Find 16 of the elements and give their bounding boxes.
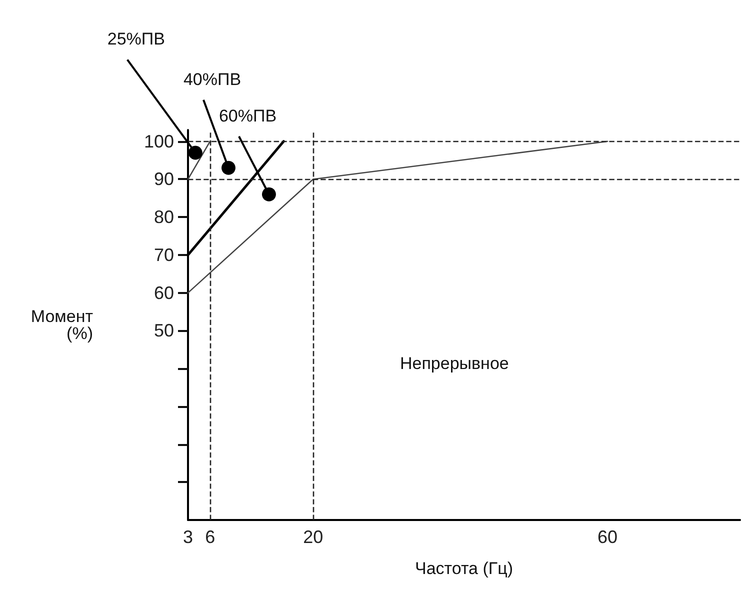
annotation: 60%ПВ (218, 106, 277, 126)
y-tick-label: 70 (154, 244, 174, 265)
annotation: 25%ПВ (107, 30, 165, 49)
y-tick-label: 100 (144, 131, 174, 152)
y-tick-label: 90 (154, 169, 174, 190)
annotation: 40%ПВ (183, 70, 242, 89)
x-axis-title: Частота (Гц) (415, 559, 513, 578)
y-tick-label: 50 (154, 320, 174, 341)
annotation: Непрерывное (400, 354, 509, 373)
y-tick-label: 80 (154, 207, 174, 228)
x-tick-label: 3 (182, 527, 194, 547)
x-tick-label: 60 (598, 527, 618, 547)
x-tick-label: 20 (303, 527, 324, 547)
x-tick-label: 6 (205, 527, 216, 547)
y-tick-label: 60 (154, 282, 174, 303)
y-axis-title: Момент (%) (30, 307, 94, 343)
